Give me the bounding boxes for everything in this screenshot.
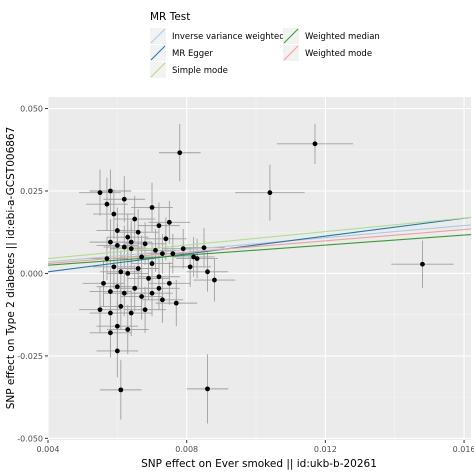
data-point xyxy=(149,205,155,210)
mr-fit-lines xyxy=(47,216,472,273)
data-point xyxy=(111,211,117,217)
data-point xyxy=(128,239,134,245)
x-axis-ticks: 0.004 0.008 0.012 0.016 xyxy=(37,440,474,454)
data-point xyxy=(135,229,141,235)
data-point xyxy=(160,251,165,257)
data-point xyxy=(163,236,169,242)
y-tick-label: -0.050 xyxy=(17,434,43,443)
data-point xyxy=(114,323,120,329)
data-point xyxy=(420,261,425,267)
data-point xyxy=(267,190,273,196)
data-point xyxy=(132,216,138,222)
data-point xyxy=(146,275,151,281)
plot-panel xyxy=(48,97,471,440)
data-point xyxy=(156,285,162,291)
y-tick-label: 0.025 xyxy=(20,187,43,196)
data-point xyxy=(166,280,172,286)
data-point xyxy=(139,294,145,299)
legend-label: Simple mode xyxy=(172,66,228,76)
data-point xyxy=(118,387,124,393)
x-tick-label: 0.012 xyxy=(314,445,337,454)
y-axis-title: SNP effect on Type 2 diabetes || id:ebi-… xyxy=(5,127,17,410)
data-point xyxy=(121,244,127,250)
data-point xyxy=(149,290,155,296)
data-point xyxy=(153,247,158,253)
legend-label: Weighted mode xyxy=(305,49,372,59)
data-point xyxy=(312,141,318,147)
data-point xyxy=(160,297,165,303)
data-point xyxy=(108,239,113,245)
data-point xyxy=(108,188,113,194)
data-point xyxy=(194,256,200,262)
data-point xyxy=(121,196,127,202)
data-point xyxy=(125,234,131,240)
data-point xyxy=(108,330,113,336)
fit-line xyxy=(47,216,472,260)
fit-line xyxy=(47,216,472,273)
data-point xyxy=(118,269,124,275)
data-point xyxy=(125,327,131,332)
x-tick-label: 0.016 xyxy=(453,445,474,454)
x-tick-label: 0.004 xyxy=(37,445,60,454)
data-point xyxy=(114,228,120,233)
data-point xyxy=(142,307,148,313)
data-point xyxy=(156,223,162,229)
data-point xyxy=(97,307,103,313)
legend-label: MR Egger xyxy=(172,49,213,59)
y-tick-label: 0.050 xyxy=(20,105,43,114)
y-tick-label: 0.000 xyxy=(20,269,43,278)
data-point xyxy=(128,246,134,252)
legend-title: MR Test xyxy=(150,11,190,23)
data-point xyxy=(142,241,148,247)
data-point xyxy=(121,290,127,296)
data-point xyxy=(125,271,131,276)
data-point xyxy=(108,310,113,316)
data-point xyxy=(128,310,134,316)
data-point xyxy=(132,285,138,291)
x-axis-title: SNP effect on Ever smoked || id:ukb-b-20… xyxy=(141,458,377,470)
data-point xyxy=(166,219,172,225)
data-point xyxy=(201,245,207,251)
legend-swatch xyxy=(150,45,166,61)
legend-swatch xyxy=(283,45,299,61)
data-point xyxy=(118,304,124,309)
legend: MR Test Inverse variance weighted MR Egge… xyxy=(150,11,380,78)
snp-points xyxy=(97,141,425,393)
legend-swatch xyxy=(150,28,166,44)
fit-line xyxy=(47,224,472,263)
data-point xyxy=(170,251,176,257)
legend-swatch xyxy=(283,28,299,44)
data-point xyxy=(108,289,113,294)
data-point xyxy=(177,150,183,156)
data-point xyxy=(212,277,217,283)
legend-entries: Inverse variance weighted MR Egger Simple … xyxy=(150,28,380,78)
data-point xyxy=(114,284,120,290)
data-point xyxy=(114,348,120,354)
data-point xyxy=(180,246,186,252)
x-tick-label: 0.008 xyxy=(175,445,198,454)
y-tick-label: -0.025 xyxy=(17,352,43,361)
data-point xyxy=(187,264,193,270)
data-point xyxy=(139,254,145,260)
data-point xyxy=(173,300,179,306)
legend-swatch xyxy=(150,62,166,78)
data-point xyxy=(135,266,141,271)
fit-line xyxy=(47,228,472,265)
data-point xyxy=(205,269,210,275)
data-point xyxy=(111,264,117,270)
data-point xyxy=(104,201,110,207)
data-point xyxy=(156,274,162,280)
data-point xyxy=(101,280,106,286)
y-axis-ticks: -0.050 -0.025 0.000 0.025 0.050 xyxy=(17,105,48,443)
fit-line xyxy=(47,233,472,266)
legend-label: Inverse variance weighted xyxy=(172,32,285,42)
data-point xyxy=(149,261,155,266)
legend-label: Weighted median xyxy=(305,32,380,42)
data-point xyxy=(97,190,103,196)
data-point xyxy=(104,256,110,262)
data-point xyxy=(114,243,120,248)
data-point xyxy=(205,386,210,392)
